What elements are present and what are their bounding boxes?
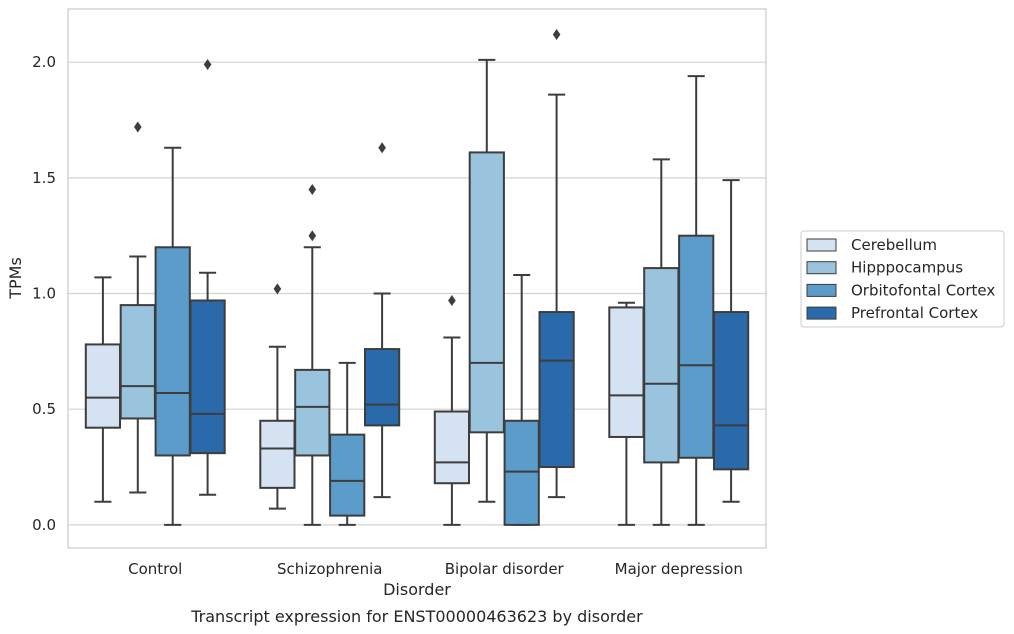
legend-frame <box>800 230 1005 328</box>
box-1-3 <box>643 158 680 526</box>
box-iqr <box>329 433 366 517</box>
box-2-2 <box>503 274 540 526</box>
outlier-point <box>308 183 317 195</box>
legend-label: Prefrontal Cortex <box>851 304 978 322</box>
legend-label: Orbitofontal Cortex <box>851 281 995 299</box>
figure-caption: Transcript expression for ENST0000046362… <box>190 607 643 626</box>
box-iqr <box>363 348 401 427</box>
box-iqr <box>678 234 715 459</box>
box-iqr <box>259 419 296 489</box>
x-tick-label: Bipolar disorder <box>445 560 565 578</box>
box-iqr <box>154 246 191 457</box>
legend-swatch <box>806 261 837 275</box>
box-0-1 <box>259 283 296 510</box>
outlier-point <box>273 283 282 295</box>
legend: Cerebellum Hipppocampus Orbitofontal Corte… <box>800 230 1005 328</box>
box-iqr <box>294 368 331 457</box>
box-2-1 <box>329 361 366 526</box>
x-axis-ticks: Control Schizophrenia Bipolar disorder Majo… <box>128 560 743 578</box>
outlier-point <box>134 121 142 133</box>
box-iqr <box>189 299 226 455</box>
box-3-1 <box>363 142 401 499</box>
y-tick-label: 1.5 <box>32 169 56 187</box>
box-iqr <box>712 311 750 471</box>
legend-swatch <box>806 283 837 297</box>
outlier-point <box>308 230 317 242</box>
box-2-3 <box>678 75 715 526</box>
legend-swatch <box>806 238 837 252</box>
box-iqr <box>643 267 680 464</box>
y-axis-title: TPMs <box>6 257 25 300</box>
y-tick-label: 1.0 <box>32 285 56 303</box>
box-3-2 <box>538 28 575 499</box>
box-iqr <box>608 306 645 438</box>
box-iqr <box>503 419 540 526</box>
outlier-point <box>203 59 212 71</box>
box-0-0 <box>84 276 122 503</box>
x-axis-title: Disorder <box>383 580 451 599</box>
y-tick-label: 0.5 <box>32 400 56 418</box>
legend-swatch <box>806 306 837 320</box>
plot-area-frame <box>67 8 767 549</box>
box-3-0 <box>189 59 226 496</box>
box-iqr <box>538 311 575 469</box>
boxes <box>84 28 750 526</box>
box-iqr <box>468 151 505 434</box>
box-0-3 <box>608 301 645 526</box>
outlier-point <box>378 142 386 154</box>
box-1-2 <box>468 58 505 503</box>
box-iqr <box>433 410 471 485</box>
legend-label: Cerebellum <box>851 236 937 254</box>
legend-label: Hipppocampus <box>851 259 963 277</box>
outlier-point <box>552 28 561 40</box>
outlier-point <box>448 294 456 306</box>
box-iqr <box>84 343 122 429</box>
x-tick-label: Control <box>128 560 182 578</box>
box-iqr <box>119 304 156 420</box>
box-2-0 <box>154 146 191 526</box>
x-tick-label: Major depression <box>615 560 743 578</box>
box-0-2 <box>433 294 471 526</box>
box-3-3 <box>712 179 750 503</box>
y-tick-label: 0.0 <box>32 516 56 534</box>
y-axis-ticks: 0.0 0.5 1.0 1.5 2.0 <box>32 53 56 534</box>
box-1-0 <box>119 121 156 494</box>
box-1-1 <box>294 183 331 526</box>
x-tick-label: Schizophrenia <box>277 560 382 578</box>
y-tick-label: 2.0 <box>32 53 56 71</box>
